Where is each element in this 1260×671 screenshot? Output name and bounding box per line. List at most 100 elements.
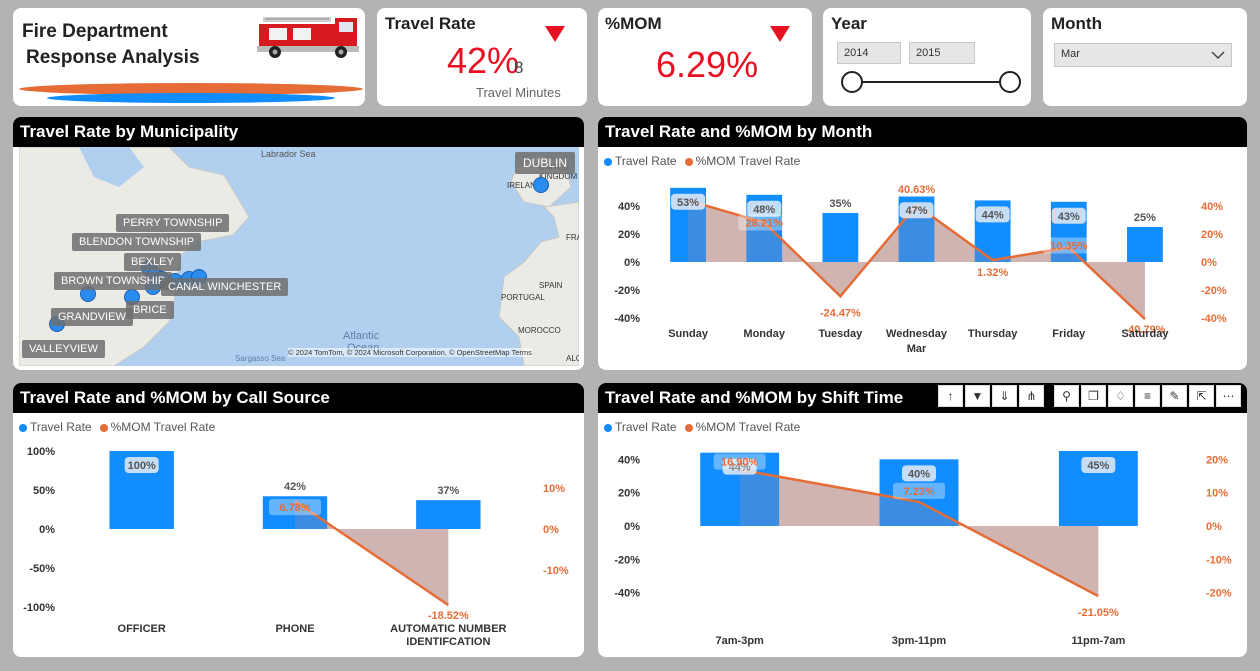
month-chart[interactable]: 40% 20% 0% -20% -40% 40% 20% 0% -20% -40% 53% 48% 35…	[598, 165, 1247, 370]
y-axis-left-tick: 40%	[618, 454, 640, 466]
month-slicer[interactable]: Month Mar	[1043, 8, 1247, 106]
travel-rate-label: 44%	[982, 209, 1004, 221]
focus-mode-icon[interactable]: ⇱	[1189, 385, 1214, 407]
map-label-perry-township[interactable]: PERRY TOWNSHIP	[116, 214, 230, 232]
y-axis-left-tick: 20%	[618, 229, 640, 241]
travel-rate-bar	[416, 500, 481, 529]
travel-rate-label-bg	[975, 206, 1010, 223]
legend-travel-rate[interactable]: Travel Rate	[604, 154, 677, 168]
category-label: OFFICER	[118, 623, 166, 635]
kpi-travel-rate-subtitle: Travel Minutes	[476, 85, 561, 100]
y-axis-right-tick: 0%	[1201, 257, 1217, 269]
kpi-travel-rate-card[interactable]: Travel Rate 42% 8 Travel Minutes	[377, 8, 587, 106]
map-label-morocco: MOROCCO	[518, 326, 561, 335]
map-label-atlantic: Atlantic	[343, 330, 380, 342]
shift-chart-legend: Travel Rate %MOM Travel Rate	[604, 420, 800, 434]
travel-rate-label: 25%	[1134, 212, 1156, 224]
y-axis-left-tick: 0%	[39, 524, 55, 536]
travel-rate-label: 40%	[908, 468, 930, 480]
legend-travel-rate[interactable]: Travel Rate	[604, 420, 677, 434]
mom-label: 1.32%	[977, 267, 1008, 279]
y-axis-left-tick: 100%	[27, 446, 55, 458]
map-label-canal-winchester[interactable]: CANAL WINCHESTER	[161, 278, 289, 296]
travel-rate-label-bg	[124, 457, 159, 473]
bell-icon[interactable]: ♢	[1108, 385, 1133, 407]
mom-label-bg	[738, 214, 791, 231]
legend-travel-rate[interactable]: Travel Rate	[19, 420, 92, 434]
year-slider-start-handle[interactable]	[841, 71, 863, 93]
call-source-chart[interactable]: 100% 50% 0% -50% -100% 10% 0% -10% 100% 42% 37% 6.7…	[13, 431, 584, 657]
map-panel[interactable]: Travel Rate by Municipality Labrador Sea…	[13, 117, 584, 370]
travel-rate-label: 45%	[1087, 460, 1109, 472]
legend-mom-travel-rate[interactable]: %MOM Travel Rate	[99, 420, 215, 434]
category-label: PHONE	[275, 623, 314, 635]
year-start-input[interactable]: 2014	[837, 42, 901, 64]
map-label-brown-township[interactable]: BROWN TOWNSHIP	[54, 272, 173, 290]
mom-line	[739, 468, 1099, 598]
mom-area-overlay	[739, 469, 1099, 597]
map-canvas[interactable]: Labrador Sea UNITED KINGDOM DUBLIN IRELA…	[19, 147, 579, 366]
month-dropdown[interactable]: Mar	[1054, 43, 1232, 67]
map-label-bexley[interactable]: BEXLEY	[124, 253, 181, 271]
map-label-valleyview[interactable]: VALLEYVIEW	[22, 340, 105, 358]
y-axis-left-tick: -50%	[29, 563, 55, 575]
mom-label: -18.52%	[428, 610, 469, 622]
down-triangle-icon	[770, 26, 790, 42]
mom-label-bg	[814, 304, 867, 321]
format-icon[interactable]: ✎	[1162, 385, 1187, 407]
kpi-mom-card[interactable]: %MOM 6.29%	[598, 8, 812, 106]
map-bubble-dublin[interactable]	[533, 177, 549, 193]
map-attribution[interactable]: © 2024 TomTom, © 2024 Microsoft Corporat…	[288, 348, 532, 357]
pin-icon[interactable]: ⚲	[1054, 385, 1079, 407]
call-source-chart-title: Travel Rate and %MOM by Call Source	[13, 383, 584, 413]
shift-chart-panel[interactable]: Travel Rate and %MOM by Shift Time ↑ ▼ ⇓…	[598, 383, 1247, 657]
y-axis-right-tick: -20%	[1201, 285, 1227, 297]
month-chart-title: Travel Rate and %MOM by Month	[598, 117, 1247, 147]
y-axis-right-tick: 10%	[1206, 488, 1228, 500]
map-label-blendon-township[interactable]: BLENDON TOWNSHIP	[72, 233, 202, 251]
filter-icon[interactable]: ≡	[1135, 385, 1160, 407]
expand-all-icon[interactable]: ⇓	[992, 385, 1017, 407]
map-label-grandview[interactable]: GRANDVIEW	[51, 308, 133, 326]
mom-area-overlay	[688, 200, 1145, 320]
fire-truck-icon	[257, 17, 359, 58]
category-label: IDENTIFCATION	[406, 636, 490, 648]
category-label: 11pm-7am	[1071, 635, 1125, 647]
down-triangle-icon	[545, 26, 565, 42]
arrow-up-icon[interactable]: ↑	[938, 385, 963, 407]
kpi-travel-rate-title: Travel Rate	[385, 14, 476, 33]
mom-label-bg	[1072, 604, 1125, 621]
mom-label-bg	[890, 181, 943, 198]
y-axis-left-tick: 40%	[618, 201, 640, 213]
y-axis-right-tick: -10%	[543, 565, 569, 577]
map-label-ireland: IRELAND	[507, 181, 542, 190]
travel-rate-label: 35%	[829, 198, 851, 210]
shift-chart[interactable]: 40% 20% 0% -20% -40% 20% 10% 0% -10% -20% 44% 40% 45…	[598, 431, 1247, 657]
year-slicer[interactable]: Year 2014 2015	[823, 8, 1031, 106]
mom-label-bg	[966, 264, 1019, 281]
mom-label: -40.79%	[1124, 324, 1165, 336]
y-axis-left-tick: 20%	[618, 488, 640, 500]
legend-mom-travel-rate[interactable]: %MOM Travel Rate	[684, 420, 800, 434]
month-chart-panel[interactable]: Travel Rate and %MOM by Month Travel Rat…	[598, 117, 1247, 370]
kpi-mom-value: 6.29%	[656, 44, 759, 85]
year-end-input[interactable]: 2015	[909, 42, 975, 64]
travel-rate-label: 47%	[905, 205, 927, 217]
hierarchy-icon[interactable]: ⋔	[1019, 385, 1044, 407]
y-axis-right-tick: -10%	[1206, 554, 1232, 566]
map-label-dublin[interactable]: DUBLIN	[515, 152, 576, 174]
drill-down-icon[interactable]: ▼	[965, 385, 990, 407]
more-options-icon[interactable]: ⋯	[1216, 385, 1241, 407]
mom-label: -21.05%	[1078, 607, 1119, 619]
travel-rate-label: 43%	[1058, 211, 1080, 223]
y-axis-left-tick: 50%	[33, 485, 55, 497]
month-dropdown-value: Mar	[1061, 48, 1080, 60]
call-source-chart-panel[interactable]: Travel Rate and %MOM by Call Source Trav…	[13, 383, 584, 657]
mom-label-bg	[422, 607, 475, 624]
legend-mom-travel-rate[interactable]: %MOM Travel Rate	[684, 154, 800, 168]
x-group-label: Mar	[907, 343, 927, 355]
year-slider-end-handle[interactable]	[999, 71, 1021, 93]
copy-icon[interactable]: ❐	[1081, 385, 1106, 407]
year-slider-track[interactable]	[851, 81, 1011, 83]
map-label-brice[interactable]: BRICE	[126, 301, 174, 319]
